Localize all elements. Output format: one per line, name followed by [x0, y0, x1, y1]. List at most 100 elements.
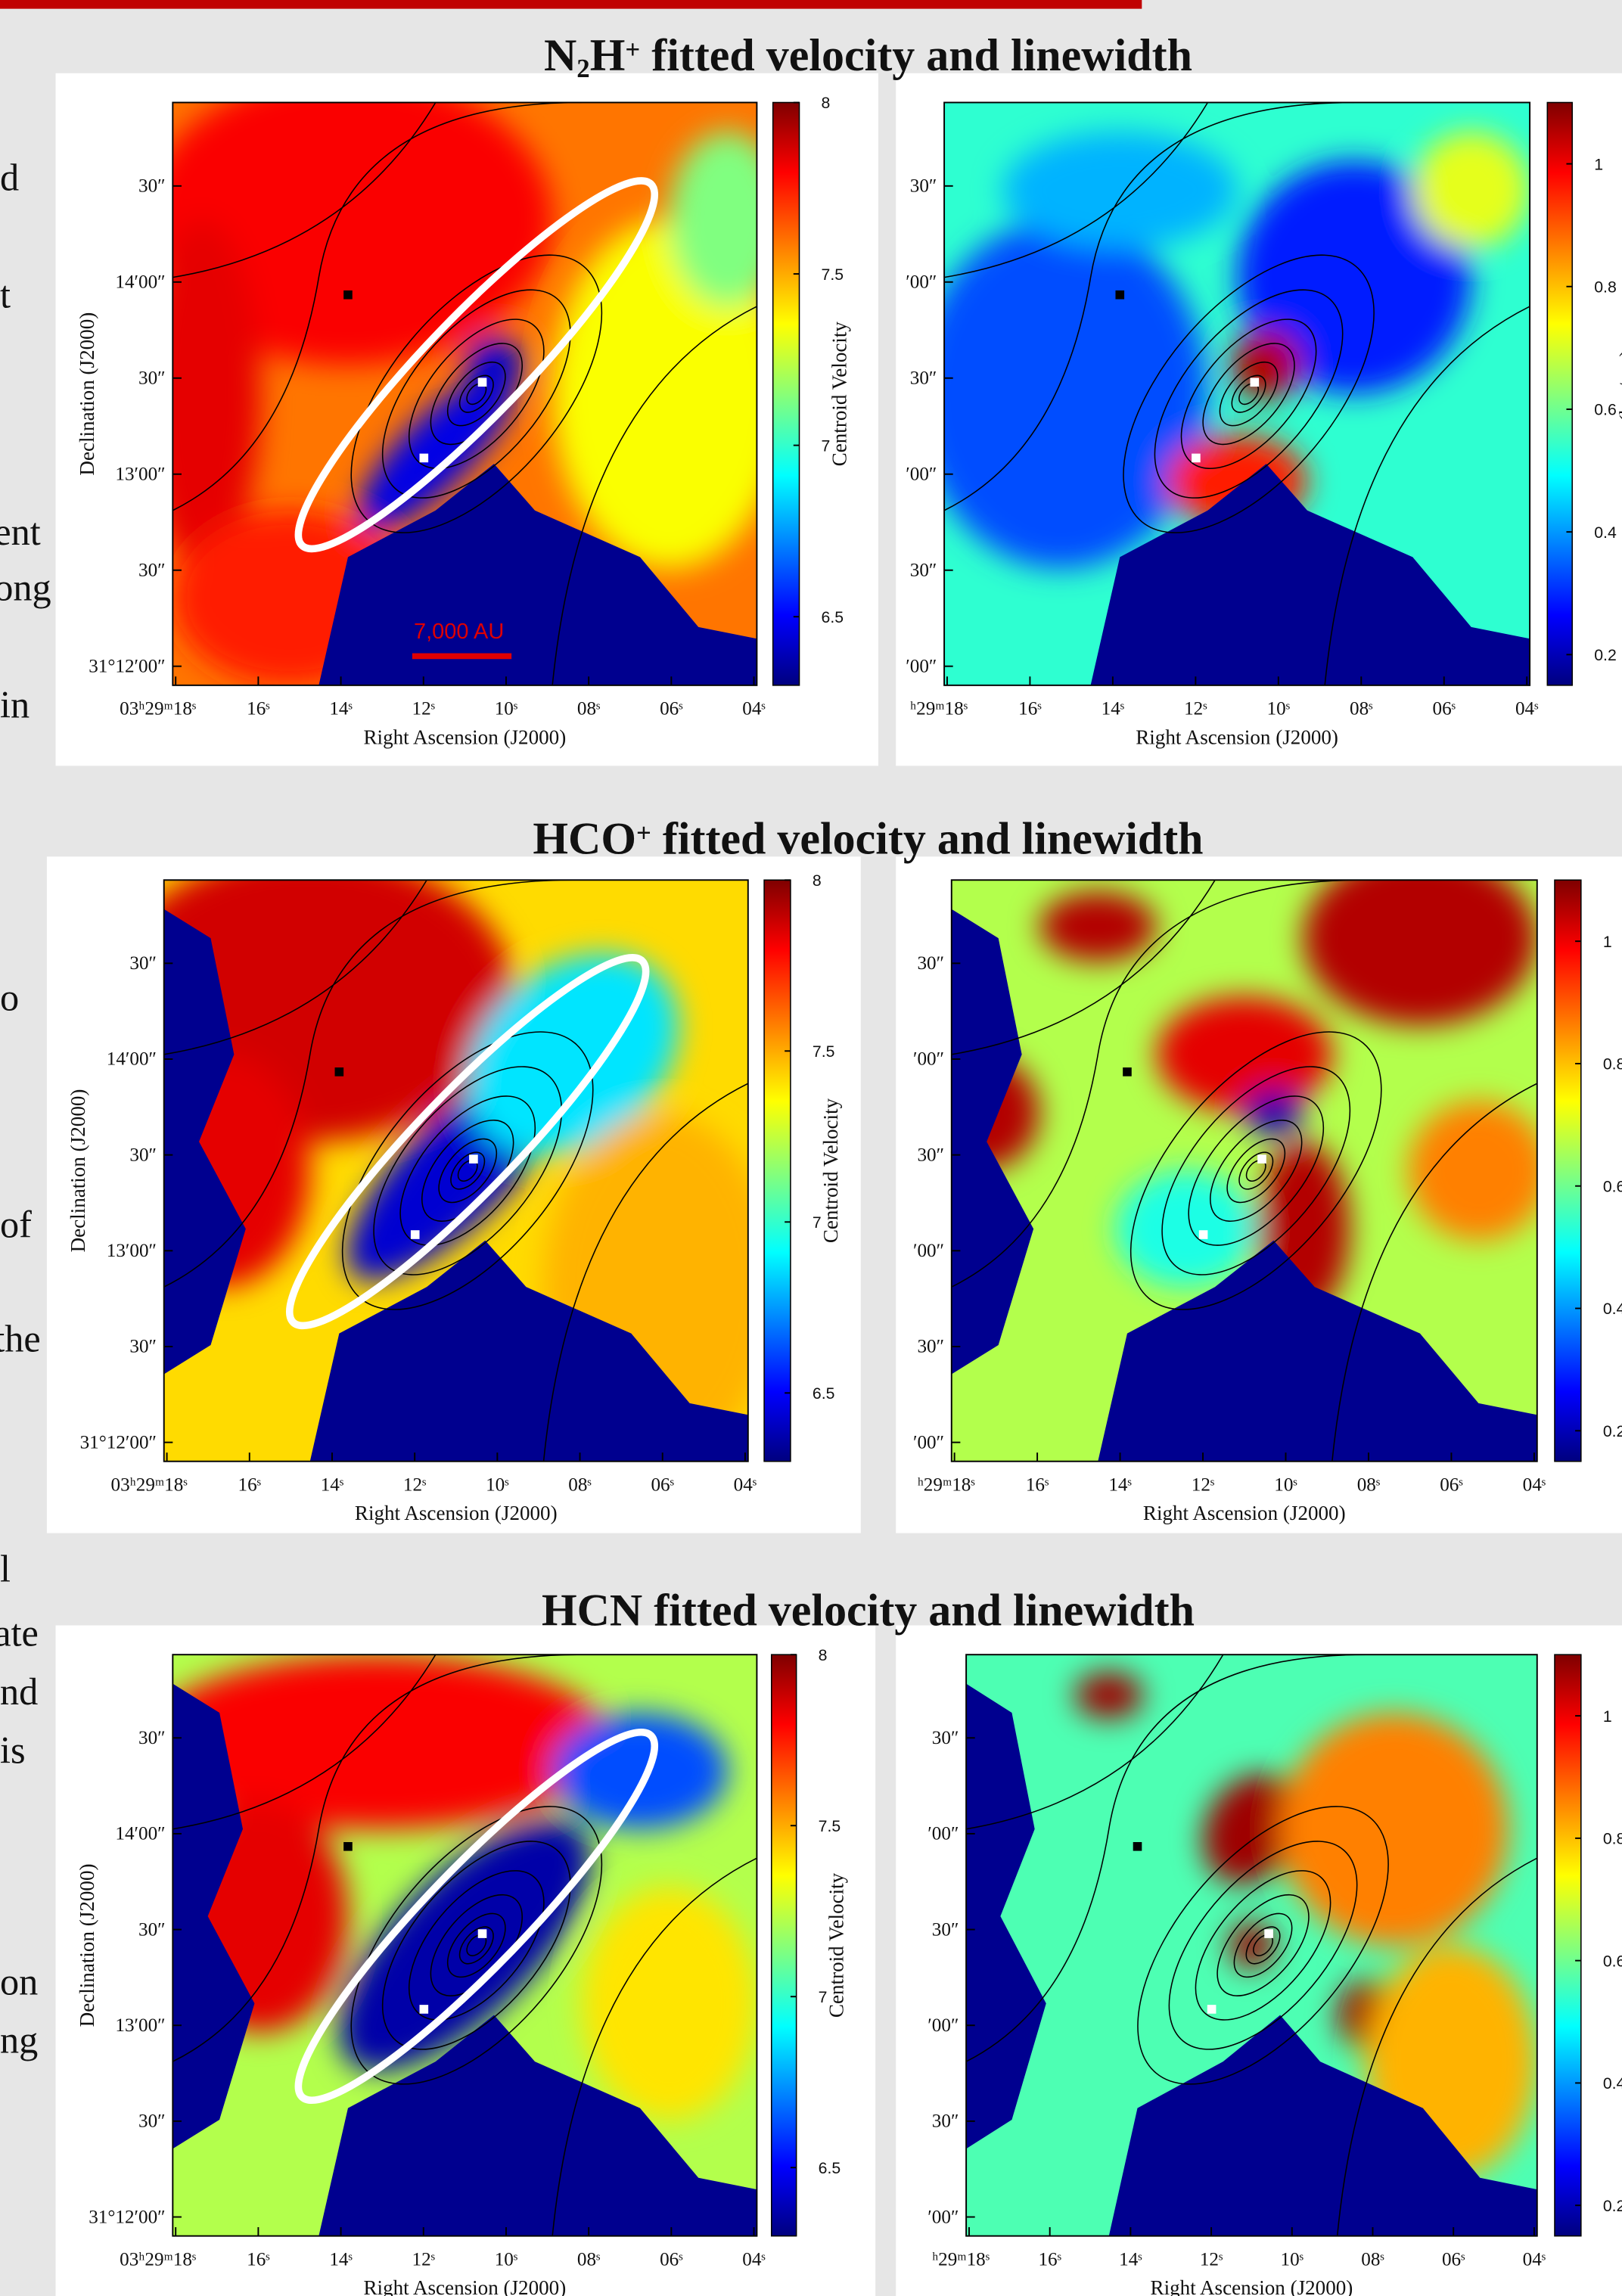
colorbar-tick-label: 8 [819, 1646, 828, 1664]
x-tick-label: 03ʰ29ᵐ18ˢ [111, 1474, 188, 1495]
colorbar [1554, 1654, 1582, 2237]
masked-region [309, 1240, 748, 1462]
title-part: HCN fitted velocity and linewidth [542, 1585, 1195, 1635]
x-axis-label: Right Ascension (J2000) [363, 725, 566, 748]
title-part: 2 [576, 54, 589, 83]
source-marker [477, 1929, 487, 1938]
body-text-fragment: l [0, 1547, 11, 1589]
masked-region [1108, 2015, 1537, 2236]
contour [1195, 1870, 1331, 2021]
colorbar-tick-label: 7 [822, 437, 831, 455]
contour [408, 318, 545, 470]
x-axis-label: Right Ascension (J2000) [1136, 725, 1338, 748]
map-blob [1039, 891, 1157, 962]
map-image [172, 102, 757, 685]
contour [1202, 343, 1295, 446]
contour [951, 880, 1537, 1462]
colorbar-tick-label: 7.5 [813, 1042, 835, 1061]
colorbar-label: Centroid Velocity [819, 1098, 842, 1243]
y-tick-label: 30″ [917, 1337, 944, 1357]
map-blob [1408, 1101, 1537, 1241]
contour [1137, 1806, 1389, 2085]
y-tick-label: 31°12′00″ [89, 656, 165, 676]
x-axis-label: Right Ascension (J2000) [1143, 1502, 1346, 1524]
contour [1180, 318, 1317, 470]
masked-region [966, 1683, 1046, 2149]
y-tick-label: 30″ [129, 1145, 157, 1165]
body-text-fragment: ong [0, 567, 51, 609]
y-tick-label: 13′00″ [115, 2015, 165, 2036]
x-tick-label: 12ˢ [412, 2249, 436, 2270]
contour [446, 1912, 506, 1978]
colorbar-tick-label: 1 [1603, 933, 1612, 951]
x-tick-label: 12ˢ [1200, 2249, 1223, 2270]
map-blob [581, 1887, 757, 2120]
map-blob [172, 1654, 611, 1829]
masked-region [951, 909, 1034, 1375]
x-axis-label: Right Ascension (J2000) [363, 2276, 566, 2296]
contour [1188, 1095, 1325, 1246]
colorbar [763, 879, 791, 1462]
contour [373, 1066, 563, 1275]
masked-region [163, 909, 246, 1375]
body-text-fragment: ent [0, 511, 41, 553]
map-blob [467, 953, 679, 1155]
map-blob [1280, 1713, 1509, 1946]
title-part: fitted velocity and linewidth [651, 813, 1204, 863]
x-tick-label: 04ˢ [1515, 699, 1539, 719]
x-tick-label: ʰ29ᵐ18ˢ [932, 2249, 990, 2270]
x-tick-label: ʰ29ᵐ18ˢ [918, 1474, 976, 1495]
colorbar-label: Centroid Velocity [828, 322, 850, 467]
region-outline [294, 177, 659, 553]
y-tick-label: 30″ [138, 1919, 166, 1940]
colorbar-tick-label: 1 [1594, 155, 1603, 173]
x-tick-label: 12ˢ [1184, 699, 1207, 719]
contour [1129, 1031, 1382, 1310]
map-blob [1156, 996, 1332, 1113]
x-tick-label: 10ˢ [495, 699, 518, 719]
map-blob [944, 219, 1208, 569]
y-tick-label: 31°12′00″ [89, 2207, 165, 2227]
contour [172, 1654, 757, 2236]
map-blob [1231, 329, 1302, 400]
body-text-fragment: of [0, 1204, 32, 1246]
contour [1219, 361, 1279, 427]
x-tick-label: 14ˢ [321, 1474, 344, 1495]
x-tick-label: 06ˢ [660, 2249, 683, 2270]
body-text-fragment: nd [0, 1670, 38, 1713]
map-blob [669, 132, 757, 307]
source-marker [419, 453, 429, 463]
colorbar [770, 1654, 797, 2237]
y-tick-label: 30″ [138, 2111, 166, 2132]
y-tick-label: 13′00″ [107, 1241, 157, 1261]
x-axis-label: Right Ascension (J2000) [355, 1502, 558, 1524]
contour [446, 361, 506, 427]
y-tick-label: 30″ [910, 560, 937, 580]
colorbar-tick-label: 0.2 [1594, 646, 1617, 664]
contour [172, 102, 757, 685]
y-tick-label: 13′00″ [115, 464, 165, 484]
x-tick-label: 16ˢ [1018, 699, 1042, 719]
contour [458, 1926, 494, 1965]
colorbar [772, 101, 800, 686]
y-tick-label: ′00″ [928, 1824, 959, 1844]
map-blob [1002, 132, 1238, 249]
map-blob [1229, 1922, 1275, 1969]
source-marker [1123, 1067, 1132, 1077]
colorbar-tick-label: 0.4 [1594, 524, 1617, 542]
source-marker [410, 1230, 420, 1239]
map-border [950, 879, 1538, 1462]
source-marker [477, 377, 487, 387]
map [172, 1654, 758, 2237]
y-tick-label: 30″ [910, 176, 937, 197]
x-tick-label: 04ˢ [1523, 1474, 1546, 1495]
map-border [172, 1654, 758, 2237]
colorbar-tick-label: 7.5 [819, 1817, 841, 1835]
y-tick-label: ′00″ [906, 464, 937, 484]
map-image [172, 1654, 757, 2236]
x-tick-label: 16ˢ [238, 1474, 262, 1495]
x-tick-label: 04ˢ [742, 699, 766, 719]
x-tick-label: 16ˢ [247, 2249, 270, 2270]
map-blob [552, 1713, 728, 1829]
